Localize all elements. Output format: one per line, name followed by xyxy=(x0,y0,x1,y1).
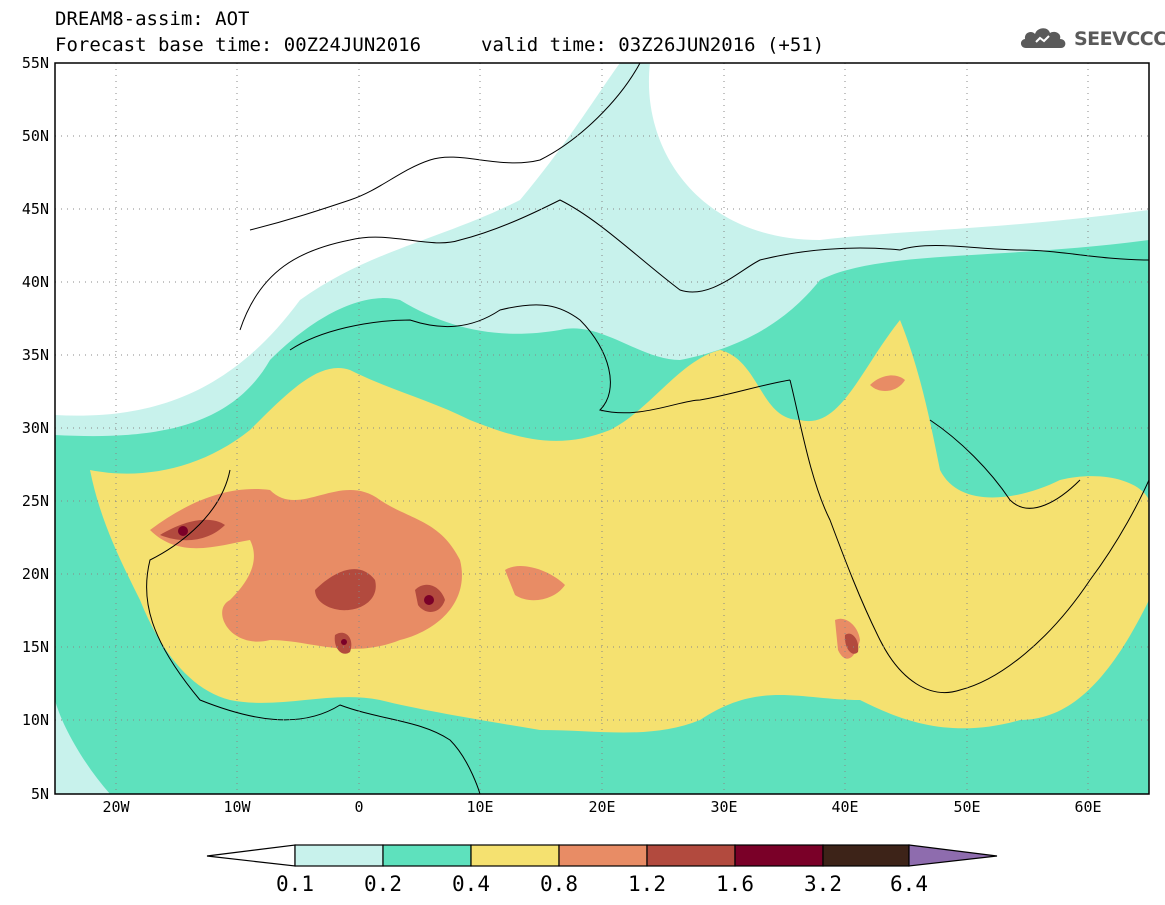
colorbar-swatch xyxy=(734,844,824,867)
lat-label: 5N xyxy=(31,785,49,803)
lon-label: 20E xyxy=(588,798,615,816)
aot-band-1.6-nigeria xyxy=(341,639,347,645)
lon-label: 0 xyxy=(354,798,363,816)
colorbar-label: 0.1 xyxy=(276,872,314,896)
colorbar-swatch xyxy=(646,844,736,867)
lon-label: 50E xyxy=(953,798,980,816)
coastlines xyxy=(146,63,1149,794)
colorbar-label: 1.6 xyxy=(716,872,754,896)
colorbar-swatch xyxy=(382,844,472,867)
lon-label: 10E xyxy=(466,798,493,816)
map-frame xyxy=(54,62,1150,795)
colorbar-swatch xyxy=(558,844,648,867)
valid-time: valid time: 03Z26JUN2016 (+51) xyxy=(481,34,825,56)
colorbar-label: 0.8 xyxy=(540,872,578,896)
lat-label: 25N xyxy=(22,492,49,510)
lon-label: 40E xyxy=(831,798,858,816)
lat-label: 35N xyxy=(22,346,49,364)
lat-label: 20N xyxy=(22,565,49,583)
map-title: DREAM8-assim: AOT xyxy=(55,8,250,30)
aot-band-1.2-mali xyxy=(315,569,376,611)
lat-label: 15N xyxy=(22,638,49,656)
colorbar-high-arrow xyxy=(908,844,998,867)
lat-label: 55N xyxy=(22,54,49,72)
lon-label: 60E xyxy=(1074,798,1101,816)
colorbar-swatch xyxy=(822,844,910,867)
aot-field xyxy=(55,63,1149,794)
graticule xyxy=(55,63,1149,794)
seevccc-logo: SEEVCCC xyxy=(1018,24,1165,54)
cloud-icon xyxy=(1018,22,1070,56)
aot-band-1.6-niger xyxy=(424,595,434,605)
lat-label: 10N xyxy=(22,711,49,729)
colorbar-swatch xyxy=(294,844,384,867)
colorbar-label: 0.4 xyxy=(452,872,490,896)
colorbar-label: 0.2 xyxy=(364,872,402,896)
colorbar: 0.1 0.2 0.4 0.8 1.2 1.6 3.2 6.4 xyxy=(206,844,998,896)
forecast-base-time: Forecast base time: 00Z24JUN2016 xyxy=(55,34,422,56)
lon-label: 10W xyxy=(223,798,251,816)
logo-text: SEEVCCC xyxy=(1074,28,1165,50)
aot-band-1.2 xyxy=(160,519,225,541)
lat-label: 45N xyxy=(22,200,49,218)
aot-band-0.8-east xyxy=(505,565,565,601)
colorbar-label: 3.2 xyxy=(804,872,842,896)
lat-label: 40N xyxy=(22,273,49,291)
colorbar-label: 6.4 xyxy=(890,872,928,896)
latitude-labels: 55N 50N 45N 40N 35N 30N 25N 20N 15N 10N … xyxy=(22,54,49,803)
colorbar-swatch xyxy=(470,844,560,867)
colorbar-label: 1.2 xyxy=(628,872,666,896)
aot-band-0.8 xyxy=(150,489,462,649)
lat-label: 50N xyxy=(22,127,49,145)
colorbar-low-arrow xyxy=(206,844,296,867)
aot-band-1.2-eritrea xyxy=(844,633,859,654)
longitude-labels: 20W 10W 0 10E 20E 30E 40E 50E 60E xyxy=(102,798,1101,816)
aot-band-0.8-persian-gulf xyxy=(870,375,905,392)
aot-band-1.6-mauritania xyxy=(178,526,188,536)
lon-label: 20W xyxy=(102,798,130,816)
lon-label: 30E xyxy=(710,798,737,816)
lat-label: 30N xyxy=(22,419,49,437)
